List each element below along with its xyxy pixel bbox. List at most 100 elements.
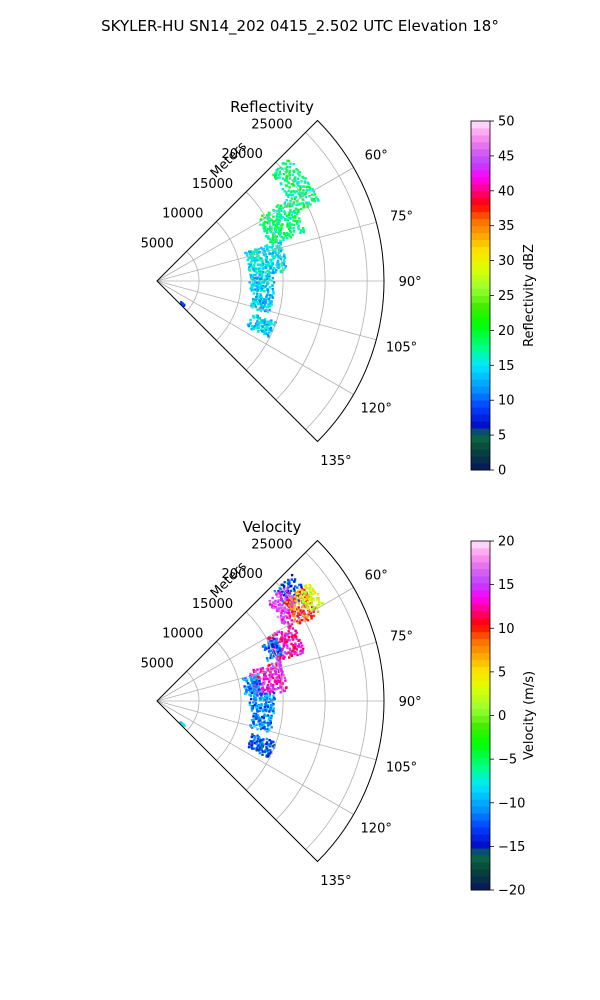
- echo-gate: [268, 216, 271, 219]
- echo-gate: [298, 193, 302, 197]
- echo-gate: [279, 661, 282, 664]
- echo-gate: [310, 615, 314, 618]
- echo-gate: [282, 657, 285, 660]
- echo-gate: [258, 307, 261, 311]
- echo-gate: [267, 645, 270, 648]
- colorbar-swatch: [471, 855, 490, 863]
- echo-gate: [274, 602, 277, 605]
- echo-gate: [269, 271, 272, 274]
- echo-gate: [309, 585, 312, 588]
- echo-region: [179, 301, 186, 308]
- echo-region: [244, 241, 287, 275]
- echo-gate: [282, 263, 286, 266]
- echo-gate: [246, 688, 250, 691]
- echo-gate: [282, 645, 285, 648]
- echo-gate: [258, 295, 262, 298]
- echo-gate: [276, 655, 280, 658]
- echo-gate: [279, 206, 282, 209]
- echo-gate: [277, 663, 280, 666]
- echo-gate: [250, 327, 253, 331]
- echo-gate: [246, 682, 250, 685]
- echo-gate: [282, 258, 286, 262]
- echo-gate: [251, 747, 254, 750]
- echo-gate: [279, 166, 282, 169]
- echo-gate: [263, 290, 266, 293]
- colorbar-swatch: [471, 575, 490, 584]
- echo-gate: [283, 601, 286, 605]
- echo-gate: [272, 215, 275, 218]
- echo-gate: [273, 256, 276, 259]
- echo-gate: [290, 653, 293, 656]
- echo-gate: [273, 267, 276, 270]
- echo-gate: [264, 302, 267, 305]
- echo-gate: [274, 248, 277, 251]
- colorbar-swatch: [471, 722, 490, 730]
- echo-gate: [262, 715, 266, 718]
- echo-gate: [250, 745, 253, 749]
- echo-gate: [265, 741, 269, 744]
- echo-gate: [253, 747, 256, 750]
- echo-gate: [262, 305, 266, 308]
- echo-gate: [265, 277, 269, 281]
- echo-gate: [251, 740, 254, 743]
- echo-gate: [267, 718, 270, 721]
- echo-gate: [261, 742, 264, 745]
- echo-gate: [255, 708, 259, 711]
- echo-gate: [248, 269, 252, 272]
- colorbar-swatch: [471, 442, 490, 450]
- echo-gate: [279, 691, 282, 694]
- echo-gate: [283, 689, 286, 692]
- echo-gate: [301, 649, 304, 653]
- echo-gate: [265, 692, 268, 695]
- echo-gate: [280, 590, 284, 593]
- echo-gate: [280, 669, 283, 672]
- echo-gate: [274, 240, 277, 244]
- echo-gate: [311, 587, 314, 591]
- echo-gate: [258, 267, 261, 270]
- echo-gate: [276, 253, 279, 257]
- echo-gate: [278, 676, 281, 679]
- echo-gate: [268, 708, 272, 712]
- echo-gate: [259, 309, 262, 312]
- colorbar-swatch: [471, 541, 490, 549]
- echo-gate: [287, 604, 291, 607]
- echo-gate: [261, 743, 264, 747]
- echo-gate: [300, 599, 303, 603]
- echo-gate: [284, 592, 287, 595]
- colorbar-swatch: [471, 239, 490, 248]
- echo-gate: [315, 598, 319, 601]
- echo-gate: [292, 646, 295, 649]
- echo-gate: [265, 730, 269, 733]
- echo-gate: [256, 710, 260, 713]
- echo-gate: [250, 259, 254, 262]
- echo-gate: [267, 303, 270, 306]
- echo-gate: [288, 169, 291, 173]
- echo-gate: [261, 669, 265, 672]
- echo-gate: [270, 666, 273, 670]
- echo-gate: [278, 220, 282, 223]
- echo-gate: [296, 608, 299, 611]
- echo-gate: [293, 589, 296, 592]
- echo-gate: [272, 655, 276, 658]
- echo-gate: [282, 585, 286, 588]
- echo-gate: [299, 594, 302, 597]
- echo-gate: [255, 267, 258, 270]
- echo-gate: [264, 675, 268, 678]
- echo-gate: [269, 656, 272, 660]
- echo-gate: [274, 176, 277, 179]
- plot-frame: [156, 119, 385, 443]
- echo-gate: [265, 248, 269, 251]
- echo-gate: [266, 217, 269, 221]
- echo-gate: [295, 208, 298, 211]
- echo-gate: [264, 688, 267, 692]
- echo-gate: [275, 171, 278, 174]
- echo-gate: [305, 185, 309, 189]
- echo-gate: [271, 252, 274, 255]
- echo-gate: [261, 319, 264, 322]
- echo-gate: [252, 273, 255, 277]
- echo-gate: [258, 256, 261, 260]
- echo-gate: [253, 277, 256, 280]
- echo-gate: [278, 658, 281, 662]
- echo-gate: [181, 723, 184, 726]
